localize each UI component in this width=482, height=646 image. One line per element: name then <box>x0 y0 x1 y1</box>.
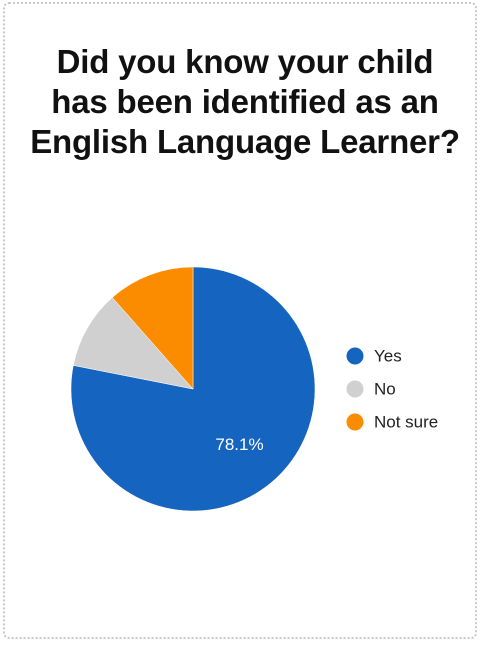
slice-labels: 78.1% <box>215 435 263 454</box>
chart-title: Did you know your child has been identif… <box>30 43 460 160</box>
pie-slice-not-sure <box>111 266 194 390</box>
legend: Yes No Not sure <box>346 346 438 431</box>
legend-marker-no <box>346 380 364 398</box>
legend-marker-yes <box>346 347 364 365</box>
legend-label-yes: Yes <box>374 346 402 365</box>
chart-card: Did you know your child has been identif… <box>3 2 477 639</box>
pie-slice-no <box>73 297 194 390</box>
pie-slices <box>70 266 316 512</box>
slice-data-label: 78.1% <box>215 435 263 454</box>
legend-label-no: No <box>374 379 396 398</box>
legend-marker-not-sure <box>346 413 364 431</box>
legend-label-not-sure: Not sure <box>374 412 438 431</box>
